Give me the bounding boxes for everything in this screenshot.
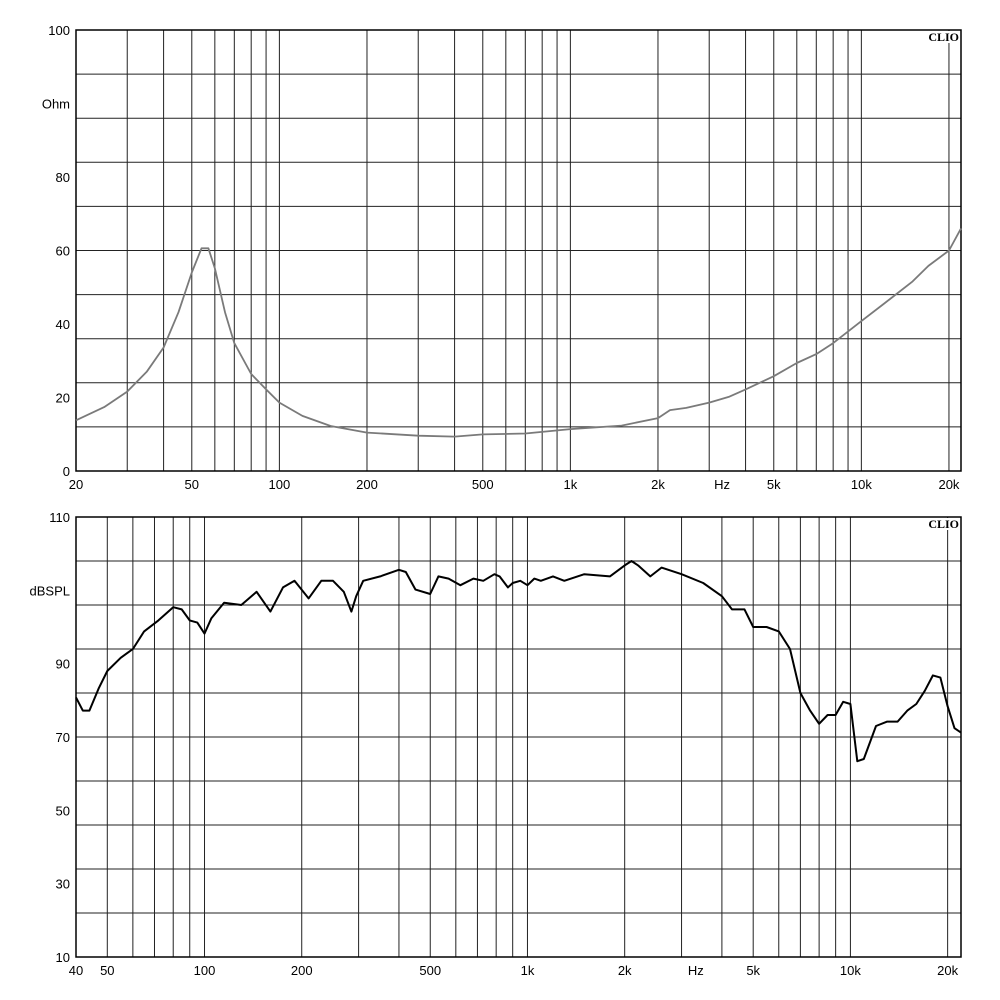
spl-curve xyxy=(75,560,962,763)
x-tick-label: 50 xyxy=(100,963,114,978)
y-tick-label: 50 xyxy=(56,803,70,818)
y-tick-label: 110 xyxy=(49,510,70,525)
x-tick-label: 2k xyxy=(651,477,665,492)
plot-frame xyxy=(75,29,962,472)
x-tick-label: 500 xyxy=(419,963,441,978)
y-tick-label: 10 xyxy=(56,950,70,965)
y-axis-unit-label: dBSPL xyxy=(30,583,70,598)
y-tick-label: 0 xyxy=(63,464,70,479)
x-tick-label: 40 xyxy=(69,963,83,978)
x-axis-unit-label: Hz xyxy=(688,963,704,978)
impedance-curve xyxy=(75,227,962,438)
y-tick-label: 80 xyxy=(56,170,70,185)
y-axis-unit-label: Ohm xyxy=(42,97,70,112)
x-tick-label: 100 xyxy=(269,477,291,492)
x-tick-label: 1k xyxy=(521,963,535,978)
brand-label: CLIO xyxy=(928,517,959,531)
y-tick-label: 60 xyxy=(56,244,70,259)
brand-tag-background xyxy=(915,518,959,530)
plot-frame xyxy=(75,516,962,958)
brand-label: CLIO xyxy=(928,30,959,44)
x-tick-label: 20k xyxy=(938,477,959,492)
x-tick-label: 5k xyxy=(767,477,781,492)
y-tick-label: 30 xyxy=(56,877,70,892)
x-tick-label: 50 xyxy=(185,477,199,492)
x-tick-label: 10k xyxy=(851,477,872,492)
x-axis-unit-label: Hz xyxy=(714,477,730,492)
y-tick-label: 70 xyxy=(56,730,70,745)
x-tick-label: 10k xyxy=(840,963,861,978)
x-tick-label: 2k xyxy=(618,963,632,978)
y-tick-label: 90 xyxy=(56,657,70,672)
x-tick-label: 200 xyxy=(291,963,313,978)
x-tick-label: 200 xyxy=(356,477,378,492)
x-tick-label: 20k xyxy=(937,963,958,978)
x-tick-label: 5k xyxy=(746,963,760,978)
brand-tag-background xyxy=(915,31,959,43)
x-tick-label: 20 xyxy=(69,477,83,492)
y-tick-label: 20 xyxy=(56,391,70,406)
x-tick-label: 1k xyxy=(564,477,578,492)
y-tick-label: 40 xyxy=(56,317,70,332)
y-tick-label: 100 xyxy=(48,23,70,38)
x-tick-label: 100 xyxy=(194,963,216,978)
x-tick-label: 500 xyxy=(472,477,494,492)
